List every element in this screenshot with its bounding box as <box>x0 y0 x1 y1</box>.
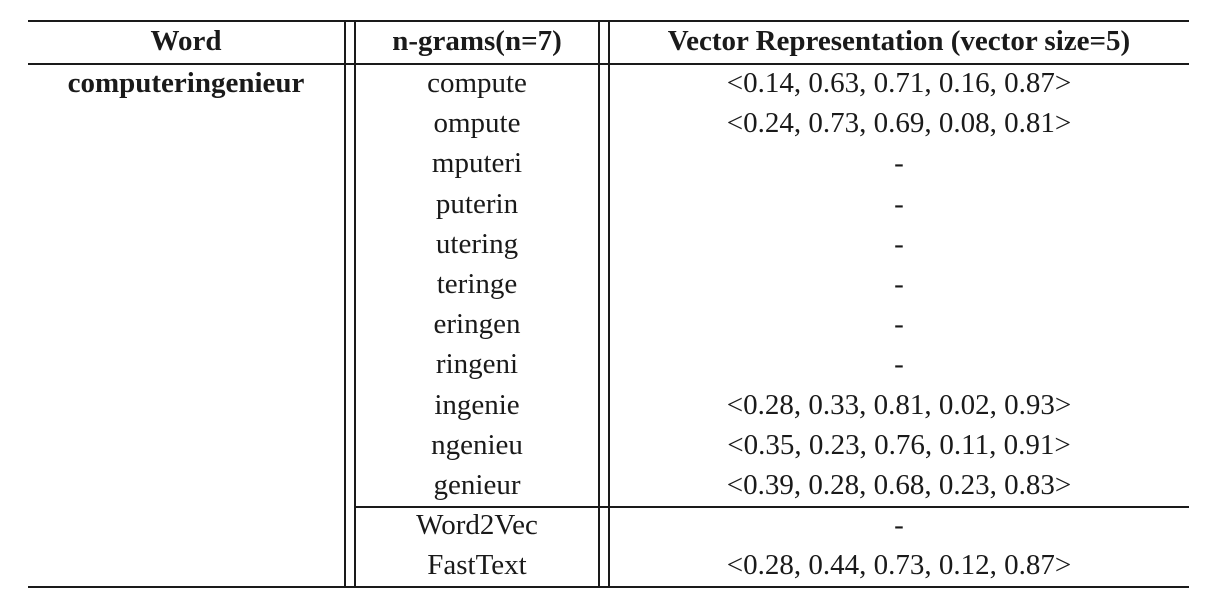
word-cell: computeringenieur <box>67 67 305 99</box>
vector-cell: <0.28, 0.44, 0.73, 0.12, 0.87> <box>726 549 1072 582</box>
vector-cell: - <box>894 308 904 341</box>
vector-cell: <0.28, 0.33, 0.81, 0.02, 0.93> <box>726 388 1072 421</box>
ngram-cell: puterin <box>435 187 519 220</box>
ngram-cell: ngenieu <box>431 428 523 461</box>
ngram-cell: ingenie <box>434 388 520 421</box>
vector-cell: - <box>894 348 904 381</box>
vector-cell: <0.35, 0.23, 0.76, 0.11, 0.91> <box>727 428 1071 461</box>
header-ngrams: n-grams(n=7) <box>392 25 562 57</box>
ngram-cell: ompute <box>433 107 521 140</box>
header-vector: Vector Representation (vector size=5) <box>667 25 1131 57</box>
summary-separator-rule <box>355 506 1189 508</box>
ngram-cell: compute <box>427 67 527 99</box>
vector-cell: - <box>894 187 904 220</box>
header-word: Word <box>150 25 222 57</box>
ngram-cell: teringe <box>436 268 518 300</box>
vector-cell: <0.14, 0.63, 0.71, 0.16, 0.87> <box>726 67 1072 99</box>
column-divider <box>598 20 600 588</box>
ngram-cell: mputeri <box>431 147 523 180</box>
vector-cell: <0.39, 0.28, 0.68, 0.23, 0.83> <box>726 469 1072 501</box>
ngram-cell: ringeni <box>435 348 519 381</box>
ngram-cell: Word2Vec <box>416 509 538 542</box>
column-divider <box>354 20 356 588</box>
column-divider <box>344 20 346 588</box>
vector-cell: - <box>894 147 904 180</box>
ngram-cell: utering <box>435 227 519 260</box>
vector-cell: - <box>894 227 904 260</box>
column-divider <box>608 20 610 588</box>
vector-cell: - <box>894 268 904 300</box>
ngram-cell: FastText <box>427 549 527 582</box>
vector-cell: <0.24, 0.73, 0.69, 0.08, 0.81> <box>726 107 1072 140</box>
vector-cell: - <box>894 509 904 542</box>
ngram-cell: eringen <box>433 308 521 341</box>
ngram-cell: genieur <box>433 469 521 501</box>
